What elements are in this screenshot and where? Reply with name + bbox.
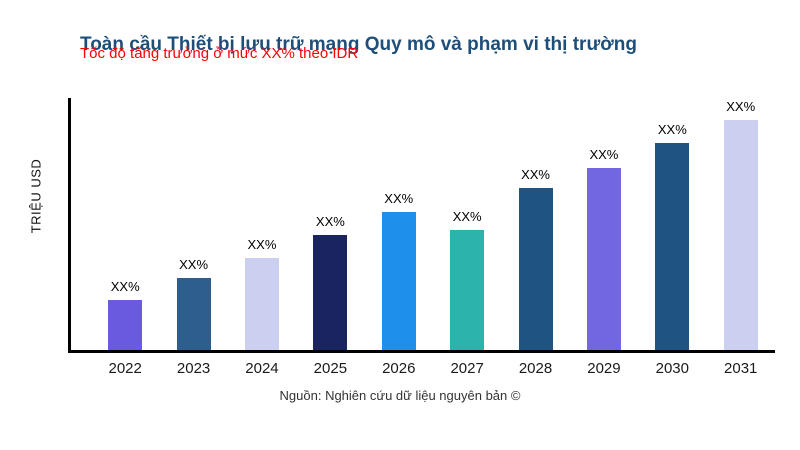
x-axis-line: [68, 350, 775, 353]
x-tick-label-2024: 2024: [245, 360, 279, 377]
bar-value-label: XX%: [110, 279, 140, 294]
bar-value-label: XX%: [247, 237, 277, 252]
bar-2022: [108, 300, 143, 350]
bar-2029: [586, 168, 621, 350]
chart-title: Toàn cầu Thiết bị lưu trữ mạng Quy mô và…: [80, 34, 637, 55]
x-tick-label-2023: 2023: [176, 360, 211, 377]
x-tick-label-2027: 2027: [450, 360, 484, 377]
bar-2026: [381, 212, 416, 350]
y-axis-label: TRIỆU USD: [28, 158, 44, 234]
source-note: Nguồn: Nghiên cứu dữ liệu nguyên bản ©: [279, 388, 521, 403]
x-tick-label-2028: 2028: [518, 360, 553, 377]
bar-2024: [244, 258, 279, 350]
bar-2025: [313, 235, 348, 350]
bar-value-label: XX%: [179, 257, 209, 272]
bar-2027: [450, 230, 485, 350]
bar-group-2023: XX%: [163, 257, 225, 350]
bar-group-2022: XX%: [94, 279, 156, 350]
bar-group-2027: XX%: [436, 209, 498, 350]
plot-area: XX% XX% XX% XX% XX% XX% XX% XX% XX% XX%: [71, 99, 775, 350]
bar-2028: [518, 188, 553, 350]
bar-value-label: XX%: [452, 209, 482, 224]
bar-2023: [176, 278, 211, 350]
bar-group-2031: XX%: [710, 99, 772, 350]
bar-value-label: XX%: [384, 191, 414, 206]
bar-group-2026: XX%: [368, 191, 430, 350]
bar-value-label: XX%: [521, 167, 550, 182]
x-tick-label-2022: 2022: [108, 360, 142, 377]
bar-value-label: XX%: [315, 214, 345, 229]
bar-value-label: XX%: [589, 147, 619, 162]
bar-2031: [723, 120, 758, 350]
x-tick-label-2025: 2025: [313, 360, 348, 377]
bar-value-label: XX%: [657, 122, 687, 137]
x-tick-label-2031: 2031: [724, 360, 758, 377]
x-tick-label-2030: 2030: [655, 360, 689, 377]
x-tick-label-2026: 2026: [382, 360, 416, 377]
bar-group-2024: XX%: [231, 237, 293, 350]
y-axis-line: [68, 98, 71, 353]
bar-value-label: XX%: [726, 99, 756, 114]
x-axis-ticks: 2022 2023 2024 2025 2026 2027 2028 2029 2030 2031: [71, 360, 775, 377]
bar-group-2029: XX%: [573, 147, 635, 350]
bar-group-2025: XX%: [299, 214, 361, 350]
x-tick-label-2029: 2029: [587, 360, 621, 377]
bar-group-2028: XX%: [505, 167, 567, 350]
bar-group-2030: XX%: [641, 122, 703, 350]
bar-2030: [655, 143, 690, 350]
growth-annotation: Tốc độ tăng trưởng ở mức XX% theo IDR: [80, 45, 359, 62]
